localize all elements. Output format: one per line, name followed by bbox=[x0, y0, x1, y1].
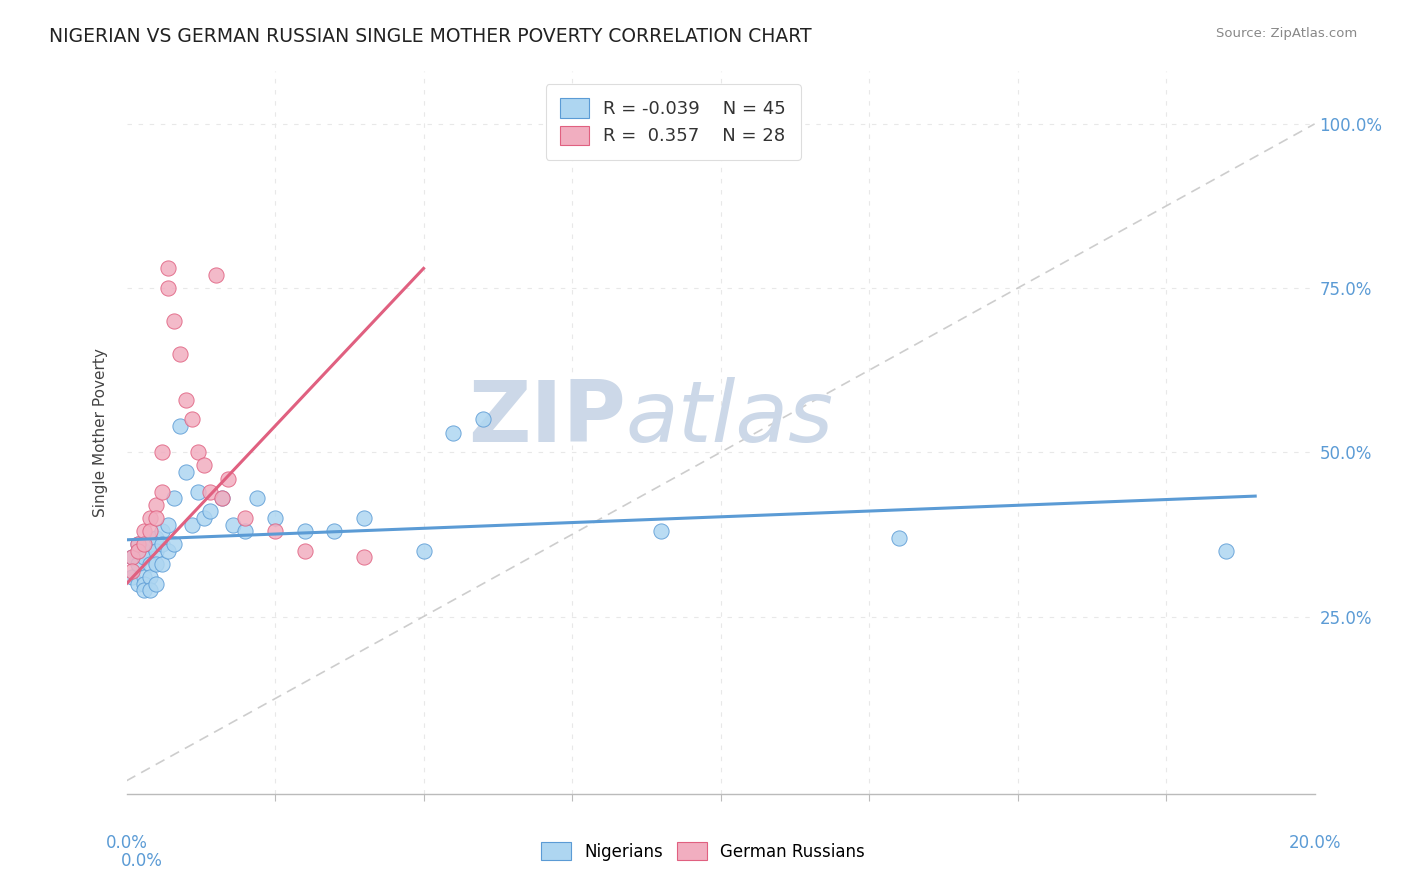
Point bbox=[145, 531, 167, 545]
Point bbox=[163, 537, 186, 551]
Point bbox=[157, 281, 180, 295]
Point bbox=[264, 511, 287, 525]
Point bbox=[127, 537, 149, 551]
Point bbox=[157, 517, 180, 532]
Point bbox=[412, 544, 434, 558]
Point bbox=[204, 268, 226, 282]
Point bbox=[134, 576, 156, 591]
Point bbox=[134, 524, 156, 538]
Point bbox=[294, 524, 316, 538]
Point bbox=[198, 484, 221, 499]
Point bbox=[139, 537, 162, 551]
Point bbox=[193, 511, 215, 525]
Point bbox=[150, 537, 173, 551]
Text: 20.0%: 20.0% bbox=[1288, 834, 1341, 852]
Point bbox=[150, 524, 173, 538]
Point bbox=[145, 544, 167, 558]
Point bbox=[127, 576, 149, 591]
Legend: R = -0.039    N = 45, R =  0.357    N = 28: R = -0.039 N = 45, R = 0.357 N = 28 bbox=[546, 84, 800, 160]
Point bbox=[211, 491, 233, 506]
Point bbox=[187, 484, 209, 499]
Point bbox=[127, 557, 149, 571]
Point bbox=[139, 524, 162, 538]
Point bbox=[233, 524, 257, 538]
Text: ZIP: ZIP bbox=[468, 376, 626, 459]
Text: atlas: atlas bbox=[626, 376, 834, 459]
Point bbox=[139, 570, 162, 584]
Point bbox=[264, 524, 287, 538]
Point bbox=[193, 458, 215, 473]
Point bbox=[121, 550, 143, 565]
Text: Source: ZipAtlas.com: Source: ZipAtlas.com bbox=[1216, 27, 1357, 40]
Point bbox=[169, 419, 191, 434]
Point bbox=[145, 511, 167, 525]
Point bbox=[134, 583, 156, 598]
Point bbox=[650, 524, 672, 538]
Point bbox=[145, 576, 167, 591]
Point bbox=[198, 504, 221, 518]
Point bbox=[157, 544, 180, 558]
Text: 0.0%: 0.0% bbox=[121, 852, 163, 870]
Text: 0.0%: 0.0% bbox=[105, 834, 148, 852]
Point bbox=[174, 465, 197, 479]
Point bbox=[134, 550, 156, 565]
Point bbox=[180, 517, 202, 532]
Point bbox=[887, 531, 910, 545]
Legend: Nigerians, German Russians: Nigerians, German Russians bbox=[534, 836, 872, 868]
Point bbox=[163, 491, 186, 506]
Point bbox=[139, 511, 162, 525]
Point bbox=[121, 570, 143, 584]
Point bbox=[150, 445, 173, 459]
Point bbox=[134, 537, 156, 551]
Point bbox=[246, 491, 269, 506]
Text: NIGERIAN VS GERMAN RUSSIAN SINGLE MOTHER POVERTY CORRELATION CHART: NIGERIAN VS GERMAN RUSSIAN SINGLE MOTHER… bbox=[49, 27, 811, 45]
Point bbox=[134, 544, 156, 558]
Point bbox=[139, 583, 162, 598]
Point bbox=[1215, 544, 1237, 558]
Point bbox=[134, 570, 156, 584]
Point bbox=[169, 347, 191, 361]
Point bbox=[139, 557, 162, 571]
Point bbox=[145, 498, 167, 512]
Point bbox=[211, 491, 233, 506]
Point bbox=[233, 511, 257, 525]
Point bbox=[353, 511, 375, 525]
Point bbox=[157, 261, 180, 276]
Point bbox=[323, 524, 346, 538]
Point bbox=[127, 537, 149, 551]
Point bbox=[150, 557, 173, 571]
Point bbox=[353, 550, 375, 565]
Point bbox=[180, 412, 202, 426]
Point bbox=[222, 517, 245, 532]
Point bbox=[127, 544, 149, 558]
Point bbox=[187, 445, 209, 459]
Point bbox=[121, 550, 143, 565]
Y-axis label: Single Mother Poverty: Single Mother Poverty bbox=[93, 348, 108, 517]
Point bbox=[472, 412, 495, 426]
Point bbox=[217, 472, 239, 486]
Point bbox=[121, 564, 143, 578]
Point bbox=[150, 484, 173, 499]
Point bbox=[163, 314, 186, 328]
Point bbox=[294, 544, 316, 558]
Point bbox=[441, 425, 464, 440]
Point bbox=[145, 557, 167, 571]
Point bbox=[174, 392, 197, 407]
